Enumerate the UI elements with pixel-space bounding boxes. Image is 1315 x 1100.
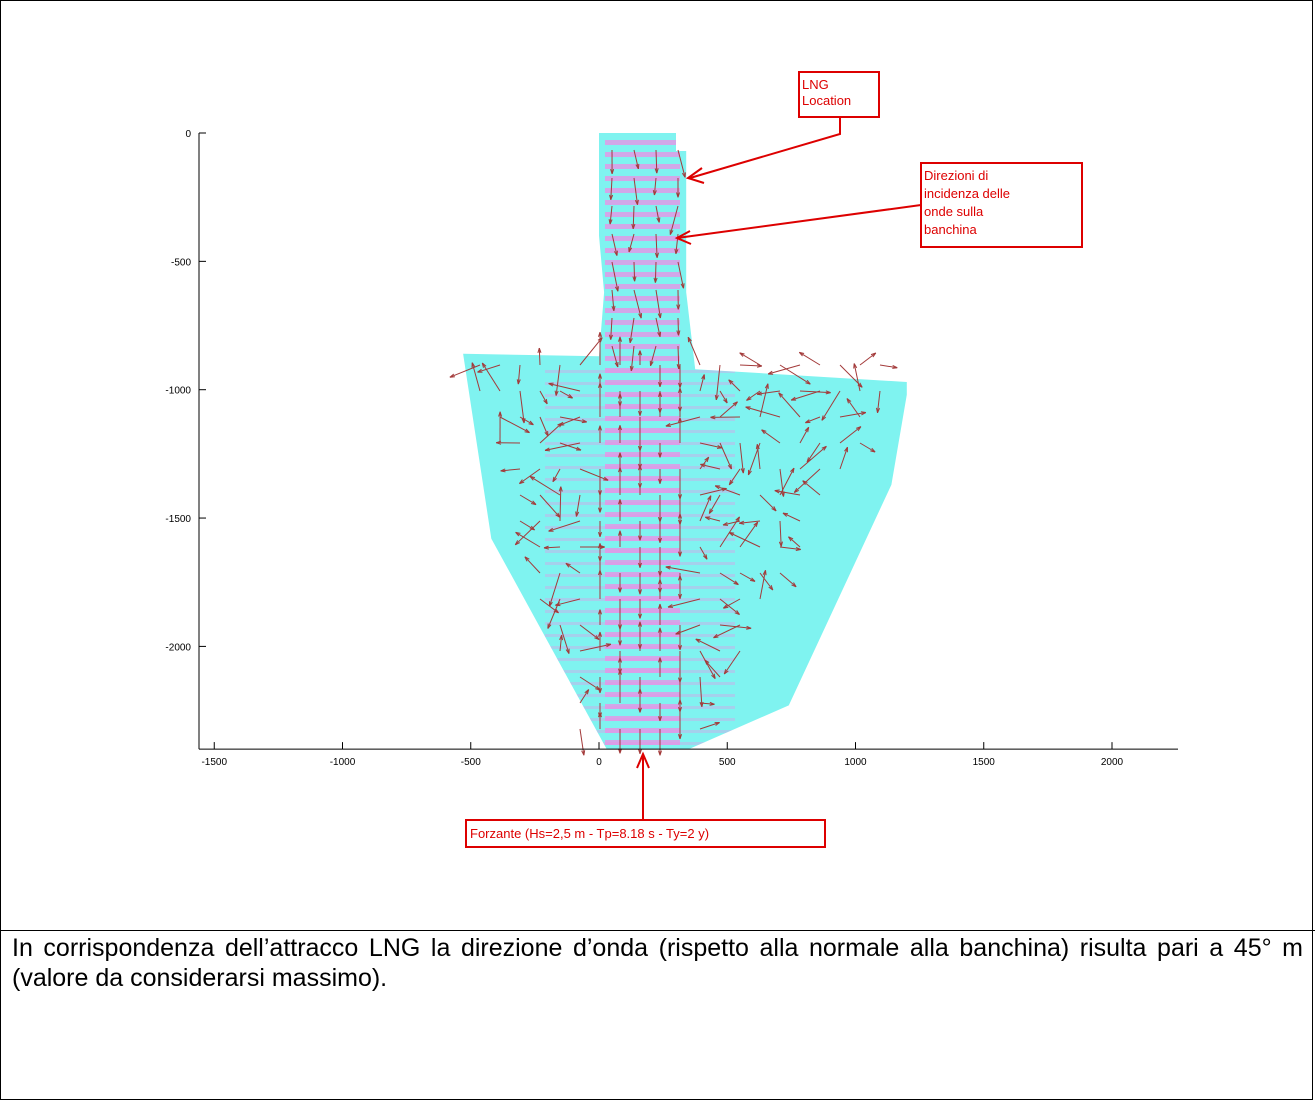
annotation-line: Forzante (Hs=2,5 m - Tp=8.18 s - Ty=2 y) <box>470 826 709 841</box>
crest-band <box>545 514 735 517</box>
direction-arrow <box>860 353 876 365</box>
annotation-lng-location: LNG Location <box>688 72 879 183</box>
crest-band <box>605 308 680 313</box>
annotation-line: LNG <box>802 77 829 92</box>
y-tick-label: -2000 <box>165 642 191 653</box>
y-tick-label: -1000 <box>165 386 191 397</box>
crest-band <box>605 140 680 145</box>
crest-band <box>605 200 680 205</box>
annotation-wave-directions: Direzioni di incidenza delle onde sulla … <box>677 163 1082 247</box>
annotation-arrow <box>677 205 921 238</box>
x-tick-label: 500 <box>719 757 736 768</box>
figure-caption: In corrispondenza dell’attracco LNG la d… <box>0 930 1315 993</box>
crest-band <box>605 236 680 241</box>
x-tick-label: 0 <box>596 757 602 768</box>
caption-text: In corrispondenza dell’attracco LNG la d… <box>12 933 1303 993</box>
annotation-forcing: Forzante (Hs=2,5 m - Tp=8.18 s - Ty=2 y) <box>466 754 825 847</box>
direction-arrow <box>880 365 897 368</box>
crest-band <box>605 344 680 349</box>
y-tick-label: 0 <box>185 129 191 140</box>
computational-domain <box>463 133 907 749</box>
direction-arrow <box>740 353 760 365</box>
wave-direction-plot: -1500 -1000 -500 0 500 1000 1500 2000 0 -500 -1000… <box>0 0 1315 930</box>
x-tick-label: 1000 <box>844 757 867 768</box>
crest-band <box>605 260 680 265</box>
annotation-arrow <box>690 117 840 178</box>
crest-band <box>605 176 680 181</box>
x-tick-label: 2000 <box>1101 757 1124 768</box>
crest-band <box>605 320 680 325</box>
annotation-line: incidenza delle <box>924 186 1010 201</box>
crest-band <box>605 188 680 193</box>
crest-band <box>605 296 680 301</box>
crest-band <box>605 272 680 277</box>
crest-band <box>605 152 680 157</box>
annotation-line: banchina <box>924 222 978 237</box>
y-tick-label: -500 <box>171 257 191 268</box>
crest-band <box>545 370 735 373</box>
annotation-line: onde sulla <box>924 204 984 219</box>
x-tick-label: -1000 <box>330 757 356 768</box>
direction-arrow <box>799 352 820 365</box>
crest-band <box>605 164 680 169</box>
crest-band <box>545 718 735 721</box>
crest-band <box>605 224 680 229</box>
crest-band <box>605 212 680 217</box>
direction-arrow <box>580 729 585 755</box>
crest-band <box>545 670 735 673</box>
annotation-line: Location <box>802 93 851 108</box>
direction-arrow <box>768 365 800 374</box>
x-tick-label: -1500 <box>201 757 227 768</box>
x-tick-label: -500 <box>461 757 481 768</box>
crest-band <box>545 382 735 385</box>
annotation-line: Direzioni di <box>924 168 988 183</box>
crest-band <box>605 332 680 337</box>
figure-panel: -1500 -1000 -500 0 500 1000 1500 2000 0 -500 -1000… <box>0 0 1315 930</box>
x-tick-label: 1500 <box>973 757 996 768</box>
y-tick-label: -1500 <box>165 514 191 525</box>
